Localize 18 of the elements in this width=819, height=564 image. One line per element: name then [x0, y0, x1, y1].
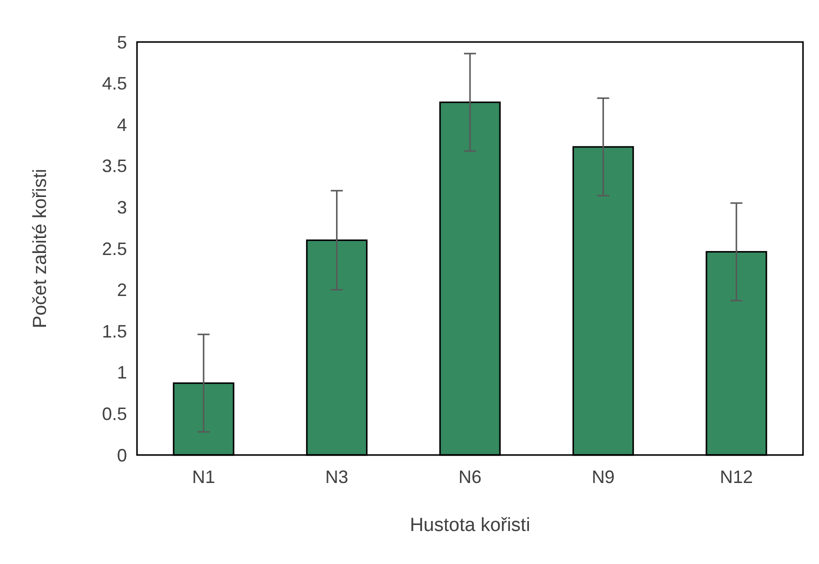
y-tick-label: 4 [116, 114, 127, 135]
y-tick-label: 3.5 [102, 156, 127, 176]
x-axis-title: Hustota kořisti [410, 515, 530, 536]
y-tick-label: 2.5 [102, 238, 127, 259]
x-tick-label: N12 [720, 467, 753, 487]
y-tick-label: 0 [116, 445, 127, 466]
x-tick-label: N6 [458, 467, 482, 487]
y-tick-label: 0.5 [102, 404, 127, 424]
y-tick-label: 1 [116, 362, 127, 383]
x-tick-label: N9 [592, 467, 615, 487]
x-tick-label: N3 [325, 467, 348, 487]
y-tick-label: 5 [116, 32, 127, 52]
x-tick-label: N1 [192, 467, 216, 487]
y-tick-label: 1.5 [102, 321, 127, 342]
y-tick-label: 4.5 [102, 74, 127, 94]
y-axis-title: Počet zabité kořisti [30, 168, 51, 328]
y-tick-label: 2 [116, 280, 127, 300]
y-tick-label: 3 [116, 198, 127, 218]
